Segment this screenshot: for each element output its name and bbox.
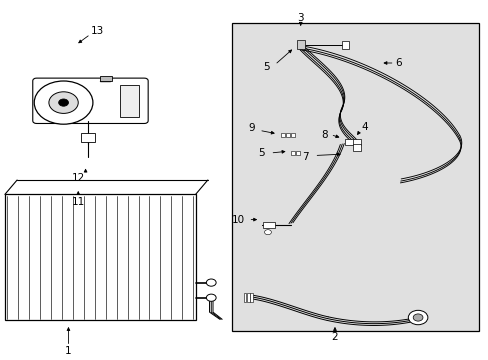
Circle shape [407,310,427,325]
Bar [295,151,299,155]
Bar [290,151,294,155]
Text: 11: 11 [71,197,85,207]
Bar [120,85,139,117]
Circle shape [49,92,78,113]
Bar [345,139,353,145]
Circle shape [59,99,68,106]
Bar [281,133,285,137]
Text: 7: 7 [302,152,308,162]
Bar [246,293,249,302]
Bar [250,293,253,302]
Circle shape [412,314,422,321]
Bar [81,133,95,142]
Text: 13: 13 [91,26,104,36]
Text: 6: 6 [394,58,401,68]
Text: 3: 3 [297,13,304,23]
Circle shape [206,279,216,286]
Text: 10: 10 [232,215,244,225]
Bar [100,76,112,81]
Text: 2: 2 [331,332,338,342]
Bar [243,293,246,302]
Circle shape [34,81,93,124]
Bar [290,133,294,137]
Circle shape [264,230,271,235]
Text: 12: 12 [71,173,85,183]
Text: 5: 5 [263,62,269,72]
Bar [296,40,304,49]
Bar [342,41,348,49]
Circle shape [206,294,216,301]
Bar [5,194,195,320]
FancyBboxPatch shape [33,78,148,123]
Bar [285,133,289,137]
Text: 8: 8 [320,130,327,140]
Text: 9: 9 [248,123,255,133]
Bar [263,222,275,228]
Bar [232,23,478,331]
Text: 4: 4 [360,122,367,132]
Bar [352,144,361,151]
Bar [352,139,361,145]
Text: 5: 5 [258,148,264,158]
Text: 1: 1 [65,346,72,356]
